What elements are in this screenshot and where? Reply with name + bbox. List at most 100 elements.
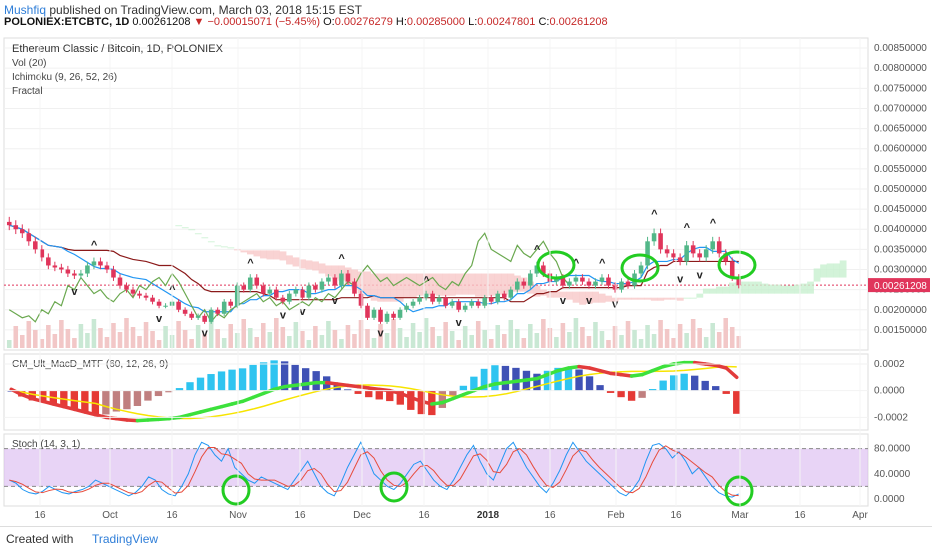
- ichimoku-cloud-segment: [800, 283, 808, 294]
- volume-bar: [501, 334, 507, 348]
- volume-bar: [221, 338, 227, 348]
- macd-histogram-bar: [501, 365, 510, 391]
- macd-pane[interactable]: CM_Ult_MacD_MTF (60, 12, 26, 9) 0.00020.…: [3, 353, 908, 431]
- candle-body: [267, 289, 273, 294]
- candle-body: [150, 297, 155, 302]
- time-tick-label: 16: [794, 510, 806, 521]
- fractal-up-marker: ^: [169, 284, 176, 296]
- candle-body: [528, 273, 533, 286]
- price-pane[interactable]: v^v^v^vvv^v^v^v^v^v^v^v^ Ethereum Classi…: [3, 37, 930, 351]
- volume-bar: [300, 331, 305, 348]
- last-price-badge: [868, 278, 930, 293]
- candle-body: [417, 297, 422, 302]
- tradingview-logo-text[interactable]: TradingView: [92, 532, 159, 546]
- macd-line-segment: [219, 402, 234, 409]
- volume-bar: [33, 330, 38, 348]
- candle-body: [247, 277, 253, 290]
- candle-body: [306, 285, 312, 298]
- macd-pane-frame: [3, 353, 869, 431]
- low-value: 0.00247801: [477, 16, 536, 28]
- macd-line-segment: [724, 366, 739, 380]
- ichimoku-cloud-segment: [435, 273, 443, 296]
- macd-histogram-bar: [533, 373, 541, 391]
- macd-histogram-bar: [691, 375, 699, 391]
- volume-bar: [137, 336, 142, 348]
- volume-bar: [671, 338, 676, 348]
- fractal-down-marker: v: [677, 273, 684, 285]
- author-link[interactable]: Mushfiq: [4, 3, 47, 17]
- candle-body: [436, 297, 442, 302]
- macd-line-segment: [72, 407, 87, 414]
- ichimoku-cloud-segment: [331, 265, 339, 279]
- candle-body: [515, 281, 520, 290]
- candle-body: [580, 277, 585, 282]
- volume-bar: [612, 326, 618, 348]
- volume-bar: [554, 337, 559, 348]
- macd-line-segment: [198, 407, 213, 414]
- macd-line-segment: [251, 391, 266, 400]
- ichimoku-cloud-segment: [689, 297, 697, 299]
- ichimoku-cloud-segment: [194, 233, 202, 235]
- macd-line-segment: [503, 379, 518, 385]
- candle-body: [567, 281, 572, 286]
- ichimoku-cloud-segment: [377, 273, 385, 302]
- volume-bar: [98, 328, 103, 348]
- candle-body: [182, 309, 188, 314]
- macd-line-segment: [230, 399, 245, 406]
- macd-line-segment: [619, 372, 634, 378]
- macd-histogram-bar: [102, 390, 110, 415]
- candle-body: [723, 253, 728, 262]
- stoch-band-fill: [4, 448, 868, 487]
- volume-bar: [176, 321, 181, 348]
- time-tick-label: Apr: [852, 510, 868, 521]
- candle-body: [33, 241, 38, 250]
- macd-line-segment: [41, 399, 56, 406]
- stoch-pane[interactable]: Stoch (14, 3, 1) 80.0000 40.0000 0.0000: [3, 433, 911, 507]
- time-tick-label: 16: [34, 510, 46, 521]
- macd-histogram-bar: [491, 365, 499, 391]
- ichimoku-cloud-segment: [266, 250, 274, 260]
- macd-histogram-bar: [554, 367, 562, 391]
- ichimoku-cloud-segment: [533, 285, 541, 297]
- macd-histogram-bar: [28, 390, 36, 401]
- candle-body: [423, 293, 429, 298]
- volume-bar: [508, 320, 514, 348]
- candle-body: [195, 315, 201, 318]
- ichimoku-cloud-segment: [722, 286, 730, 294]
- volume-bar: [599, 331, 605, 348]
- candle-body: [560, 277, 566, 286]
- indicator-ichimoku-label: Ichimoku (9, 26, 52, 26): [12, 72, 117, 83]
- ichimoku-cloud-segment: [383, 273, 391, 302]
- macd-line-segment: [640, 368, 655, 377]
- macd-histogram-bar: [449, 390, 457, 397]
- candle-body: [449, 301, 455, 306]
- time-tick-label: 16: [418, 510, 430, 521]
- ichimoku-cloud-segment: [422, 273, 430, 296]
- fractal-down-marker: v: [280, 310, 287, 322]
- candle-body: [163, 305, 168, 307]
- macd-histogram-bar: [669, 375, 678, 391]
- volume-bar: [26, 321, 32, 348]
- ichimoku-cloud-segment: [755, 281, 762, 294]
- candle-body: [215, 309, 220, 314]
- volume-bar: [586, 336, 592, 348]
- price-tick-label: 0.00400000: [874, 224, 927, 235]
- price-change: ▼ −0.00015071 (−5.45%): [193, 16, 321, 28]
- macd-histogram-bar: [722, 390, 730, 394]
- candle-body: [65, 269, 71, 274]
- volume-bar: [39, 339, 45, 348]
- ichimoku-cloud-segment: [487, 273, 495, 296]
- macd-histogram-bar: [543, 370, 552, 391]
- ichimoku-cloud-segment: [794, 284, 801, 294]
- chart-canvas[interactable]: v^v^v^vvv^v^v^v^v^v^v^v^ Ethereum Classi…: [0, 0, 932, 526]
- candle-body: [26, 233, 32, 242]
- candle-body: [404, 305, 409, 310]
- volume-bar: [664, 329, 670, 348]
- stoch-highlight-circle: [221, 474, 251, 506]
- ichimoku-cloud-segment: [220, 246, 228, 248]
- ichimoku-cloud-segment: [403, 273, 411, 298]
- open-label: O:: [323, 16, 335, 28]
- volume-bar: [625, 321, 631, 348]
- stoch-tick-label: 40.0000: [874, 469, 911, 480]
- time-axis[interactable]: 16 Oct 16 Nov 16 Dec 16 2018 16 Feb 16 Mar 16 Apr: [34, 38, 868, 521]
